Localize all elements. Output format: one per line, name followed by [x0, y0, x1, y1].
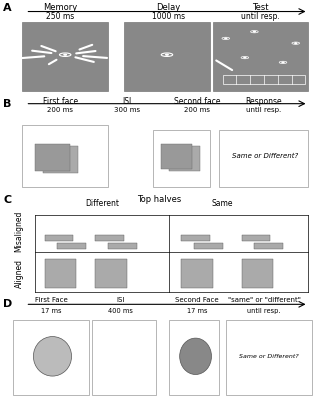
Ellipse shape: [33, 336, 72, 376]
Bar: [45, 258, 76, 288]
Bar: [254, 243, 283, 249]
Text: 1000 ms: 1000 ms: [152, 12, 185, 22]
Bar: [108, 243, 137, 249]
Text: ISI: ISI: [122, 97, 132, 106]
Text: Top halves: Top halves: [137, 195, 181, 204]
Text: First face: First face: [43, 97, 78, 106]
Text: 300 ms: 300 ms: [114, 106, 140, 112]
Text: Test: Test: [252, 3, 269, 12]
Text: Second Face: Second Face: [175, 297, 219, 303]
Text: 250 ms: 250 ms: [46, 12, 74, 22]
Bar: [45, 235, 73, 241]
Text: Same or Different?: Same or Different?: [232, 154, 299, 160]
Text: Delay: Delay: [156, 3, 181, 12]
Text: 200 ms: 200 ms: [47, 106, 73, 112]
Text: until resp.: until resp.: [241, 12, 280, 22]
Bar: [95, 235, 124, 241]
Text: Response: Response: [245, 97, 282, 106]
Text: 17 ms: 17 ms: [41, 308, 61, 314]
Bar: [169, 320, 219, 395]
Bar: [161, 144, 192, 169]
Text: ISI: ISI: [117, 297, 125, 303]
Bar: [242, 235, 270, 241]
Bar: [35, 144, 70, 171]
Text: Different: Different: [85, 198, 119, 208]
Text: until resp.: until resp.: [246, 106, 281, 112]
Circle shape: [253, 31, 255, 32]
Bar: [57, 243, 86, 249]
Bar: [223, 75, 305, 84]
Bar: [92, 320, 156, 395]
Text: D: D: [3, 299, 12, 309]
Text: C: C: [3, 195, 11, 205]
Bar: [22, 125, 108, 187]
Text: 200 ms: 200 ms: [184, 106, 210, 112]
Circle shape: [282, 62, 284, 63]
Bar: [153, 130, 210, 187]
Bar: [181, 258, 213, 288]
Text: A: A: [3, 3, 12, 13]
FancyBboxPatch shape: [213, 22, 308, 91]
Circle shape: [225, 38, 227, 39]
Circle shape: [64, 54, 66, 55]
Text: Aligned: Aligned: [15, 259, 24, 288]
FancyBboxPatch shape: [22, 22, 108, 91]
Bar: [194, 243, 223, 249]
Text: 400 ms: 400 ms: [108, 308, 133, 314]
Bar: [226, 320, 312, 395]
Text: First Face: First Face: [35, 297, 67, 303]
Text: Same: Same: [212, 198, 233, 208]
Ellipse shape: [180, 338, 211, 374]
Bar: [219, 130, 308, 187]
Text: Memory: Memory: [43, 3, 78, 12]
Bar: [43, 146, 78, 173]
Bar: [169, 146, 200, 171]
Text: Misaligned: Misaligned: [15, 211, 24, 252]
Text: Second face: Second face: [174, 97, 220, 106]
Text: Same or Different?: Same or Different?: [239, 354, 299, 359]
Bar: [13, 320, 89, 395]
Text: 17 ms: 17 ms: [187, 308, 207, 314]
Circle shape: [244, 57, 246, 58]
Bar: [181, 235, 210, 241]
Text: B: B: [3, 99, 11, 109]
Text: until resp.: until resp.: [247, 308, 281, 314]
Circle shape: [166, 54, 168, 55]
Circle shape: [295, 43, 297, 44]
Bar: [95, 258, 127, 288]
FancyBboxPatch shape: [124, 22, 210, 91]
Text: "same" or "different": "same" or "different": [227, 297, 301, 303]
Bar: [242, 258, 273, 288]
